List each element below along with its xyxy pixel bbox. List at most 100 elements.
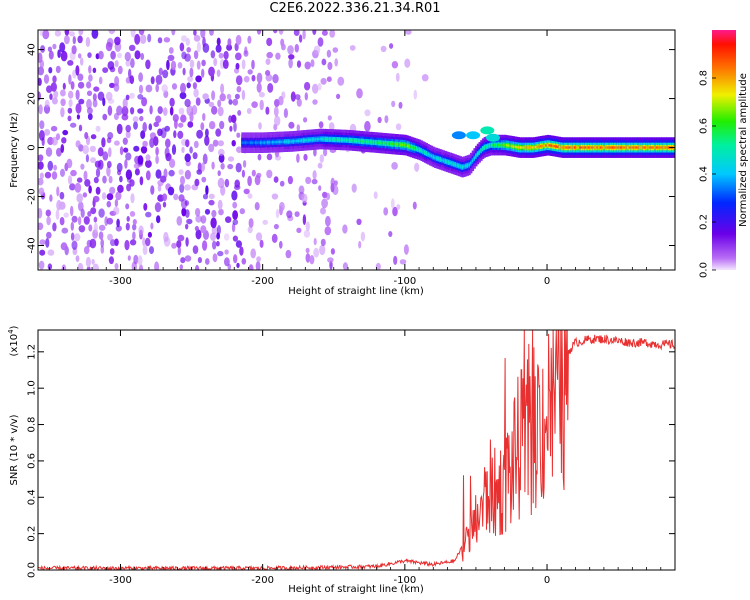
noise-blob <box>49 93 53 100</box>
noise-blob <box>173 130 177 139</box>
noise-blob <box>69 205 74 217</box>
noise-blob <box>380 45 387 53</box>
noise-blob <box>233 254 238 264</box>
noise-blob <box>296 153 300 163</box>
noise-blob <box>235 62 240 70</box>
ridge-segment <box>495 143 498 147</box>
noise-blob <box>189 59 195 69</box>
noise-blob <box>129 179 135 187</box>
noise-blob <box>273 223 279 230</box>
noise-blob <box>271 193 279 200</box>
noise-blob <box>100 245 105 254</box>
noise-blob <box>125 130 131 139</box>
ridge-segment <box>398 143 401 146</box>
colorbar-tick-label: 0.2 <box>699 214 710 230</box>
ridge-segment <box>447 161 451 164</box>
noise-blob <box>88 185 92 194</box>
noise-blob <box>234 93 240 100</box>
noise-blob <box>125 203 130 210</box>
ridge-segment <box>650 146 654 149</box>
noise-blob <box>180 175 185 186</box>
noise-blob <box>95 186 101 195</box>
y-tick-label: 1.0 <box>27 380 38 396</box>
ridge-segment <box>618 146 621 149</box>
noise-blob <box>211 209 217 218</box>
noise-blob <box>247 226 253 234</box>
noise-blob <box>133 254 139 265</box>
ridge-segment <box>620 146 623 149</box>
ridge-segment <box>382 142 386 145</box>
noise-blob <box>399 259 407 265</box>
noise-blob <box>218 52 224 59</box>
ridge-segment <box>287 140 290 143</box>
noise-blob <box>156 215 161 224</box>
ridge-segment <box>483 146 486 149</box>
ridge-segment <box>369 140 372 144</box>
noise-blob <box>47 263 53 270</box>
ridge-segment <box>659 146 662 149</box>
ridge-segment <box>306 138 309 142</box>
noise-blob <box>89 145 96 153</box>
noise-blob <box>122 137 128 145</box>
noise-blob <box>184 53 191 62</box>
noise-blob <box>396 204 401 210</box>
noise-blob <box>176 240 182 248</box>
noise-blob <box>177 234 185 242</box>
ridge-blob <box>451 131 466 140</box>
noise-blob <box>68 99 73 108</box>
noise-blob <box>279 201 285 212</box>
noise-blob <box>130 58 135 69</box>
noise-blob <box>275 52 281 60</box>
ridge-segment <box>393 142 396 146</box>
noise-blob <box>75 140 81 148</box>
noise-blob <box>219 120 225 130</box>
noise-blob <box>212 240 217 250</box>
noise-blob <box>132 116 139 123</box>
noise-blob <box>230 114 237 124</box>
ridge-segment <box>362 140 365 143</box>
x-tick-label: -100 <box>393 276 416 287</box>
noise-blob <box>309 255 315 265</box>
noise-blob <box>192 152 198 160</box>
ridge-segment <box>371 141 374 144</box>
noise-blob <box>200 122 205 131</box>
ridge-segment <box>345 138 348 142</box>
noise-blob <box>38 208 43 219</box>
noise-blob <box>273 30 278 34</box>
noise-blob <box>123 147 129 153</box>
noise-blob <box>259 99 264 111</box>
noise-blob <box>210 217 217 229</box>
noise-blob <box>51 97 58 105</box>
noise-blob <box>168 47 174 54</box>
noise-blob <box>124 159 128 169</box>
noise-blob <box>114 140 120 146</box>
noise-blob <box>145 84 153 93</box>
noise-blob <box>342 262 348 270</box>
spectrogram-heatmap <box>38 30 429 270</box>
ridge-segment <box>582 146 585 149</box>
noise-blob <box>60 107 65 118</box>
noise-blob <box>202 36 206 48</box>
noise-blob <box>251 101 258 108</box>
noise-blob <box>88 74 93 82</box>
ridge-segment <box>261 141 265 144</box>
noise-blob <box>145 237 151 247</box>
y-tick-label: 40 <box>27 43 38 56</box>
noise-blob <box>201 68 205 78</box>
noise-blob <box>107 233 113 241</box>
noise-blob <box>364 109 371 117</box>
noise-blob <box>241 59 246 70</box>
noise-blob <box>114 238 119 247</box>
ridge-segment <box>524 146 527 149</box>
ridge-segment <box>529 146 533 149</box>
noise-blob <box>125 59 131 67</box>
noise-blob <box>349 45 356 51</box>
noise-blob <box>257 153 262 161</box>
noise-blob <box>163 37 171 43</box>
ridge-segment <box>546 143 550 147</box>
noise-blob <box>192 245 199 255</box>
noise-blob <box>180 114 187 123</box>
noise-blob <box>200 215 207 224</box>
noise-blob <box>202 153 208 165</box>
noise-blob <box>342 224 348 234</box>
